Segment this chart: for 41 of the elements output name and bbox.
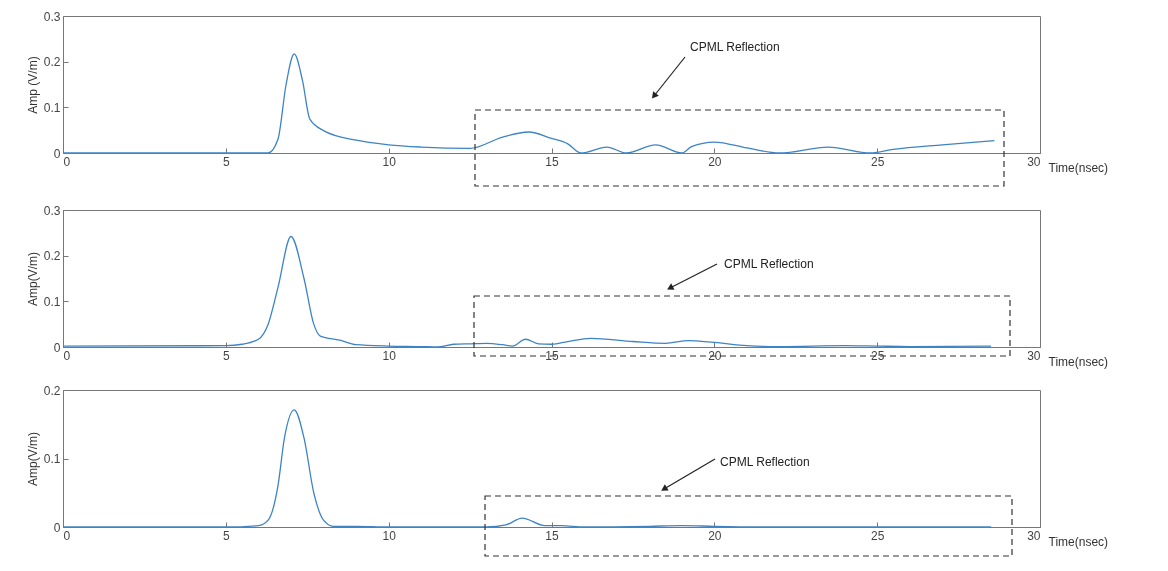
x-tick-label: 5 — [222, 348, 230, 363]
x-tick-label: 25 — [870, 528, 885, 543]
y-tick-label: 0.1 — [43, 100, 61, 115]
x-tick-label: 10 — [382, 348, 397, 363]
annotation: CPML Reflection — [724, 257, 814, 271]
x-tick-label: 0 — [63, 528, 71, 543]
x-tick-label: 20 — [708, 528, 722, 543]
y-tick-label: 0.2 — [43, 383, 61, 398]
x-tick-label: 5 — [222, 528, 230, 543]
y-tick-label: 0.1 — [43, 294, 61, 309]
y-axis-title: Amp(V/m) — [25, 252, 40, 306]
annotation: CPML Reflection — [690, 40, 780, 54]
x-tick-label: 5 — [222, 154, 230, 169]
x-tick-label: 0 — [63, 154, 71, 169]
x-tick-label: 10 — [382, 154, 397, 169]
x-tick-label: 15 — [545, 528, 559, 543]
x-tick-label: 25 — [870, 348, 885, 363]
y-tick-label: 0.1 — [43, 452, 61, 466]
line-series — [63, 53, 996, 153]
annotation: CPML Reflection — [720, 455, 810, 469]
y-axis-title: Amp(V/m) — [25, 432, 40, 486]
y-tick-label: 0.3 — [43, 203, 61, 218]
x-tick-label: 25 — [870, 154, 885, 169]
x-axis-title: Time(nsec) — [1048, 534, 1109, 549]
y-tick-label: 0.2 — [43, 55, 61, 70]
x-tick-label: 30 — [1027, 348, 1041, 363]
x-tick-label: 0 — [63, 348, 71, 363]
x-tick-label: 15 — [545, 154, 559, 169]
x-tick-label: 30 — [1027, 154, 1041, 169]
line-series — [63, 409, 992, 527]
y-tick-label: 0.2 — [43, 249, 61, 264]
x-axis-title: Time(nsec) — [1048, 354, 1109, 369]
y-axis-title: Amp (V/m) — [25, 56, 40, 114]
x-tick-label: 20 — [708, 154, 722, 169]
y-tick-label: 0.3 — [43, 9, 61, 24]
x-tick-label: 20 — [708, 348, 722, 363]
x-tick-label: 30 — [1027, 528, 1041, 543]
x-tick-label: 10 — [382, 528, 397, 543]
x-tick-label: 15 — [545, 348, 559, 363]
x-axis-title: Time(nsec) — [1048, 160, 1109, 175]
line-series — [63, 235, 992, 347]
